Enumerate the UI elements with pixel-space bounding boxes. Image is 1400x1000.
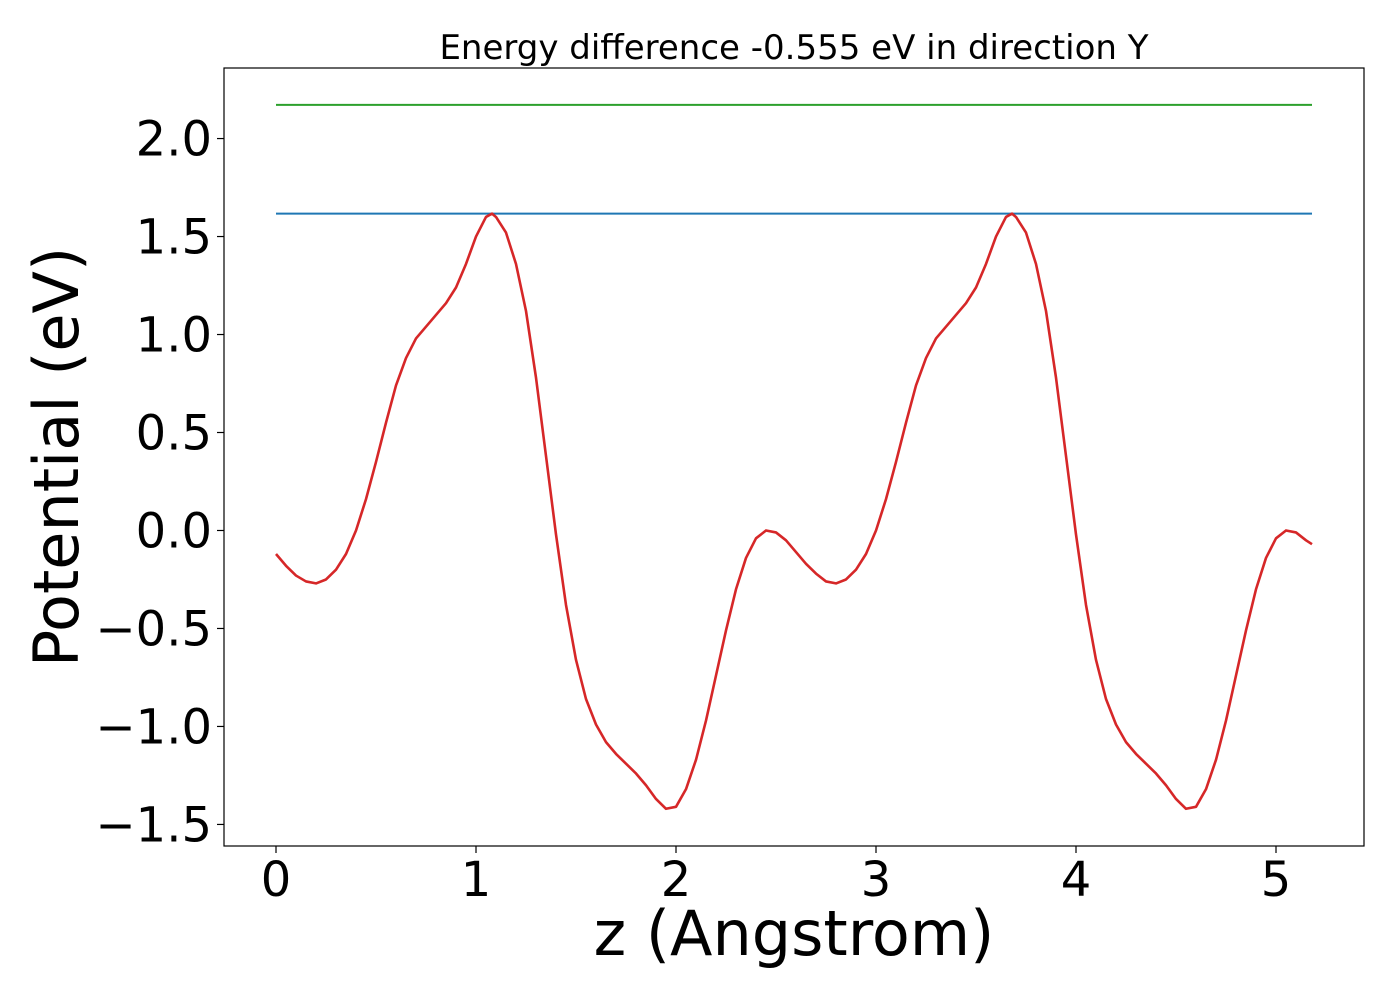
x-tick-label: 3 [861, 852, 892, 908]
series-line-0 [275, 212, 1313, 811]
x-tick-label: 1 [461, 852, 492, 908]
plot-area-frame [223, 67, 1365, 847]
y-tick-label: 1.0 [136, 308, 212, 364]
y-tick-label: 0.5 [136, 406, 212, 462]
y-axis-ticks: −1.5 −1.0 −0.5 0.0 0.5 1.0 1.5 2.0 [95, 112, 224, 853]
x-axis-ticks: 0 1 2 3 4 5 [261, 846, 1292, 908]
chart-title: Energy difference -0.555 eV in direction… [439, 28, 1148, 68]
y-tick-label: −1.5 [95, 797, 212, 853]
x-tick-label: 0 [261, 852, 292, 908]
y-tick-label: 1.5 [136, 210, 212, 266]
y-tick-label: −0.5 [95, 601, 212, 657]
y-tick-label: −1.0 [95, 699, 212, 755]
y-tick-label: 2.0 [136, 112, 212, 168]
x-tick-label: 5 [1261, 852, 1292, 908]
x-tick-label: 4 [1061, 852, 1092, 908]
x-axis-label: z (Angstrom) [594, 897, 995, 970]
y-axis-label: Potential (eV) [20, 247, 93, 667]
x-tick-label: 2 [661, 852, 692, 908]
y-tick-label: 0.0 [136, 503, 212, 559]
